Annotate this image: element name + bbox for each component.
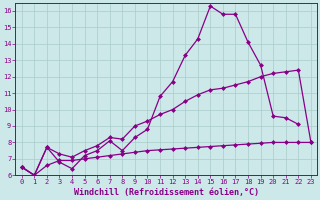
X-axis label: Windchill (Refroidissement éolien,°C): Windchill (Refroidissement éolien,°C) (74, 188, 259, 197)
